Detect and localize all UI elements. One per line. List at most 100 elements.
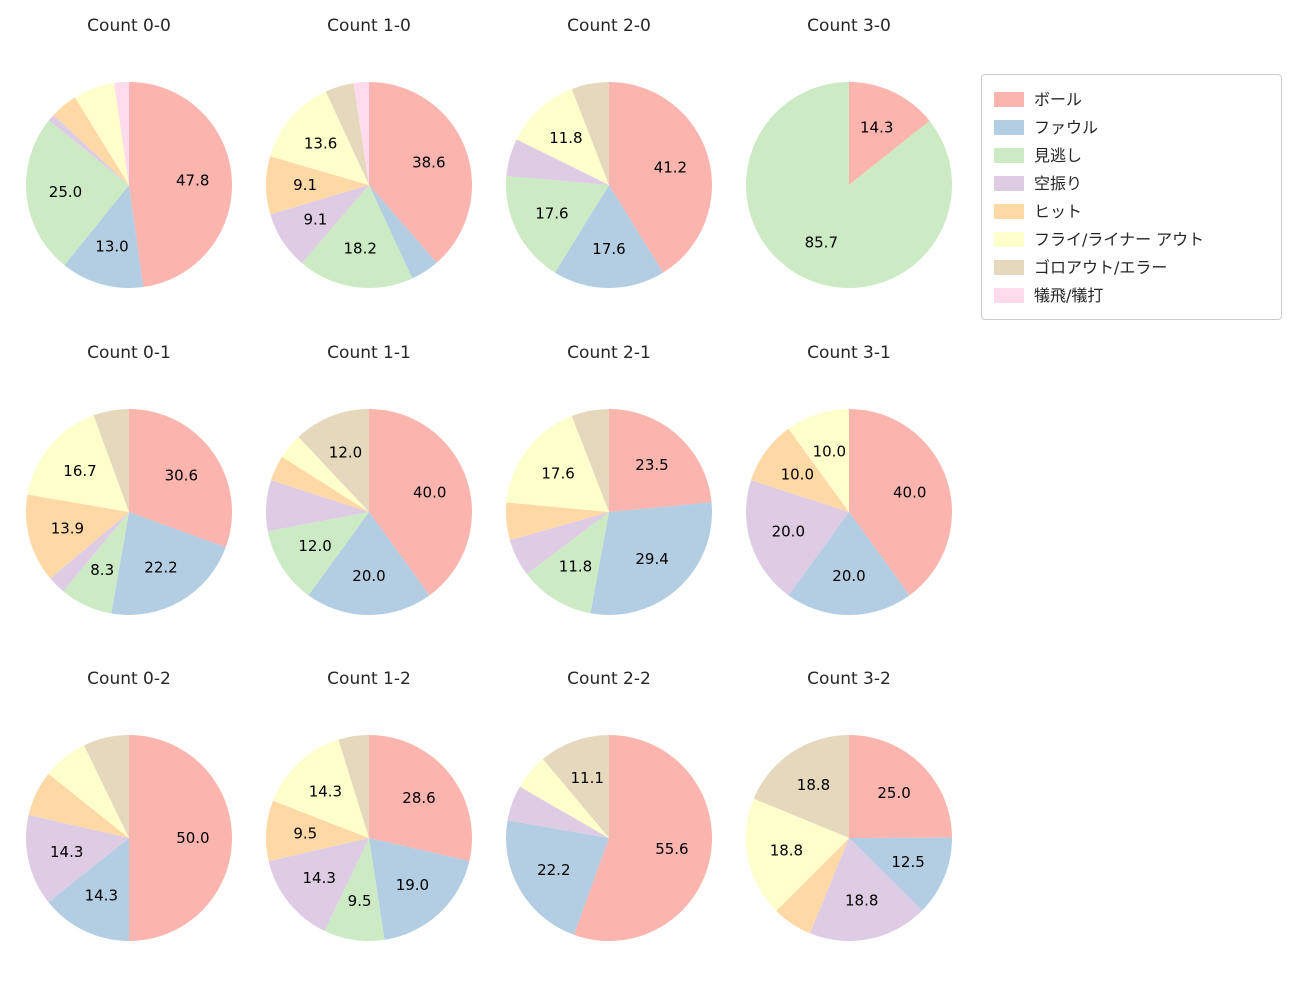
pie-slice-called-strike <box>26 120 130 266</box>
pie-slice-swinging-strike <box>270 185 369 264</box>
pie-slice-label: 38.6 <box>412 154 445 172</box>
pie-slice-swinging-strike <box>809 838 923 941</box>
legend: ボール ファウル 見逃し 空振り ヒット フライ/ライナー アウト ゴロアウト/エラー 犠飛/… <box>981 74 1282 320</box>
chart-title-count-1-0: Count 1-0 <box>327 16 411 36</box>
pie-slice-ball <box>849 735 952 838</box>
pie-slice-fly-liner-out <box>282 436 369 512</box>
pie-slice-label: 28.6 <box>402 789 435 807</box>
pie-count-3-0: 14.3 85.7 <box>746 82 953 288</box>
legend-label: ゴロアウト/エラー <box>1034 257 1168 277</box>
pie-slice-ball <box>849 409 952 596</box>
pie-slice-label: 40.0 <box>893 483 926 501</box>
pie-slice-label: 40.0 <box>413 483 446 501</box>
pie-slice-foul <box>369 838 470 940</box>
pie-slice-hit <box>506 502 609 541</box>
legend-item-ground-out-error: ゴロアウト/エラー <box>994 253 1269 281</box>
pie-slice-fly-liner-out <box>788 409 849 512</box>
pie-slice-label: 18.8 <box>797 776 830 794</box>
pie-slice-label: 9.1 <box>293 176 317 194</box>
pie-slice-label: 20.0 <box>832 567 865 585</box>
pie-slice-label: 29.4 <box>635 550 668 568</box>
pie-slice-label: 9.1 <box>303 211 327 229</box>
pie-slice-label: 85.7 <box>805 234 838 252</box>
pie-slice-foul <box>48 838 129 941</box>
pie-count-2-1: 23.5 29.4 11.8 17.6 <box>506 409 712 615</box>
legend-label: フライ/ライナー アウト <box>1034 229 1205 249</box>
pie-slice-label: 23.5 <box>635 456 668 474</box>
legend-item-hit: ヒット <box>994 197 1269 225</box>
pie-slice-ball <box>129 409 233 548</box>
pie-slice-sac-fly-bunt <box>353 82 369 185</box>
pie-slice-label: 22.2 <box>537 861 570 879</box>
pie-slice-foul <box>505 820 609 935</box>
pie-slice-fly-liner-out <box>506 416 609 512</box>
legend-label: 空振り <box>1034 173 1083 193</box>
pie-slice-ball <box>609 82 712 273</box>
swinging-strike-swatch-icon <box>994 175 1024 191</box>
pie-slice-ground-out-error <box>753 735 849 838</box>
pie-slice-label: 14.3 <box>302 869 335 887</box>
pie-slice-foul <box>64 185 144 289</box>
pie-slice-hit <box>28 773 130 838</box>
sac-fly-bunt-swatch-icon <box>994 287 1024 303</box>
pie-slice-label: 8.3 <box>90 561 114 579</box>
pie-slice-label: 19.0 <box>396 876 429 894</box>
pie-slice-sac-fly-bunt <box>114 82 129 185</box>
pie-slice-swinging-strike <box>507 786 609 838</box>
legend-item-swinging-strike: 空振り <box>994 169 1269 197</box>
pie-slice-hit <box>776 838 849 934</box>
ground-out-error-swatch-icon <box>994 259 1024 275</box>
pie-slice-label: 16.7 <box>63 462 96 480</box>
legend-label: ボール <box>1034 89 1083 109</box>
pie-slice-hit <box>751 428 849 512</box>
pie-slice-called-strike <box>746 82 953 288</box>
chart-title-count-1-2: Count 1-2 <box>327 669 411 689</box>
pie-slice-label: 12.0 <box>298 537 331 555</box>
hit-swatch-icon <box>994 203 1024 219</box>
pie-slice-ball <box>849 82 930 185</box>
pie-slice-swinging-strike <box>268 838 369 931</box>
pie-slice-label: 11.8 <box>549 129 582 147</box>
pie-count-0-1: 30.6 22.2 8.3 13.9 16.7 <box>25 409 233 616</box>
chart-title-count-2-1: Count 2-1 <box>567 343 651 363</box>
pie-slice-fly-liner-out <box>270 91 369 185</box>
pie-slice-label: 55.6 <box>655 840 688 858</box>
pie-slice-ball <box>609 409 712 512</box>
pie-slice-ball <box>129 735 232 941</box>
chart-title-count-3-0: Count 3-0 <box>807 16 891 36</box>
pie-slice-label: 47.8 <box>176 172 209 190</box>
legend-label: 犠飛/犠打 <box>1034 285 1104 305</box>
pie-slice-label: 50.0 <box>176 829 209 847</box>
pie-slice-ball <box>369 82 473 263</box>
pie-slice-called-strike <box>301 185 413 288</box>
pie-slice-ground-out-error <box>571 82 609 185</box>
legend-item-ball: ボール <box>994 85 1269 113</box>
pie-slice-ground-out-error <box>542 735 609 838</box>
chart-title-count-1-1: Count 1-1 <box>327 343 411 363</box>
pie-slice-hit <box>53 97 129 185</box>
ball-swatch-icon <box>994 91 1024 107</box>
pie-slice-label: 9.5 <box>293 824 317 842</box>
pie-slice-label: 18.8 <box>845 892 878 910</box>
pie-slice-called-strike <box>526 512 609 614</box>
pie-slice-hit <box>265 156 369 215</box>
pie-count-1-1: 40.0 20.0 12.0 12.0 <box>265 409 472 615</box>
pie-slice-label: 14.3 <box>85 887 118 905</box>
pie-slice-hit <box>265 800 369 862</box>
pie-slice-ground-out-error <box>325 83 369 185</box>
pie-slice-label: 18.8 <box>770 842 803 860</box>
legend-label: 見逃し <box>1034 145 1083 165</box>
pie-slice-label: 25.0 <box>49 183 82 201</box>
pie-slice-label: 17.6 <box>541 465 574 483</box>
pie-slice-fly-liner-out <box>74 83 129 185</box>
pie-slice-ground-out-error <box>83 735 129 838</box>
pie-slice-foul <box>111 512 226 616</box>
pie-count-1-0: 38.6 18.2 9.1 9.1 13.6 <box>265 82 473 288</box>
pie-slice-fly-liner-out <box>516 89 609 185</box>
pie-slice-label: 14.3 <box>50 843 83 861</box>
pie-slice-foul <box>308 512 430 615</box>
pie-slice-ground-out-error <box>93 409 129 512</box>
pie-slice-ground-out-error <box>571 409 609 512</box>
pie-slice-fly-liner-out <box>273 739 369 838</box>
